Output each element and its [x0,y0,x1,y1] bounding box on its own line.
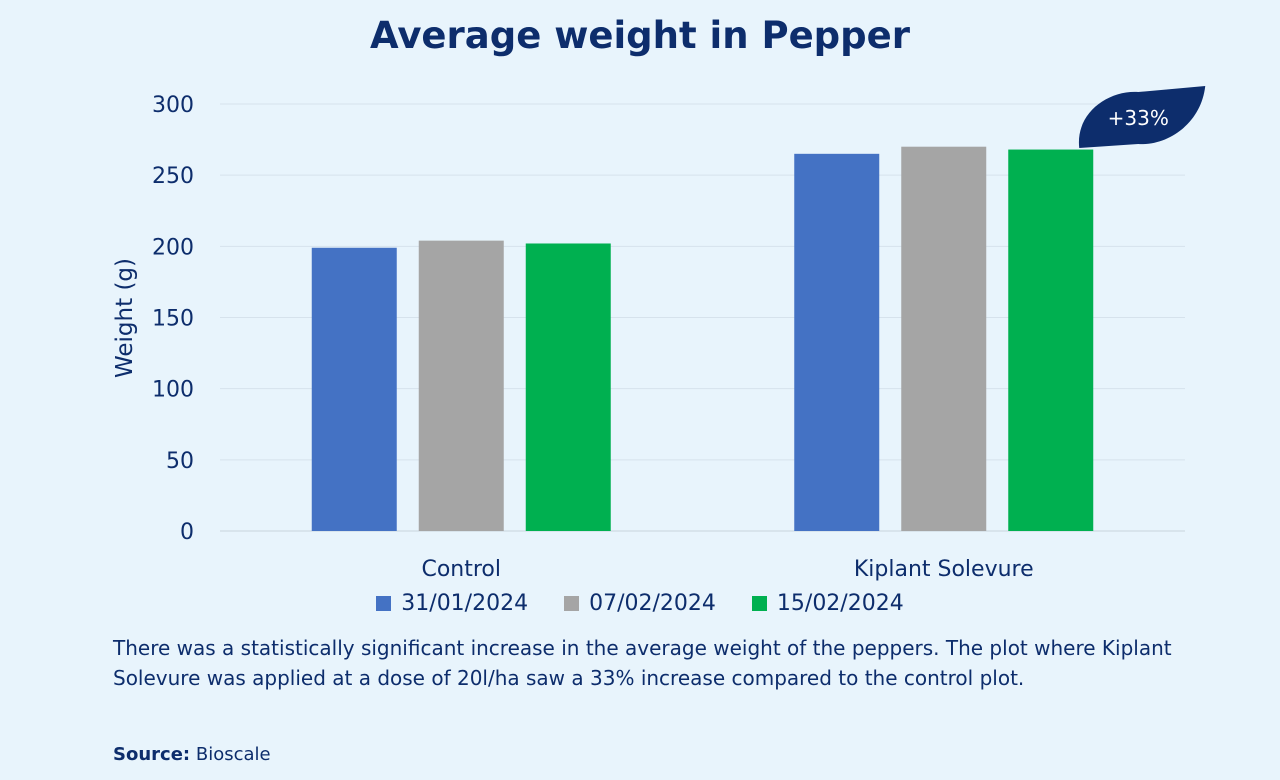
bar-1-0 [794,153,880,532]
legend-label: 15/02/2024 [776,591,904,616]
x-tick-label: Kiplant Solevure [854,557,1034,582]
legend-swatch [751,596,767,611]
annotation-badge [1078,86,1206,148]
x-axis-labels: Control Kiplant Solevure [421,557,1033,582]
bar-0-0 [311,247,397,532]
y-tick-label: 50 [166,449,194,474]
bar-1-1 [901,146,987,531]
legend-item: 15/02/2024 [751,591,904,616]
chart-title: Average weight in Pepper [370,14,910,57]
source-label: Source: [113,744,191,765]
y-axis-label: Weight (g) [112,258,138,378]
bar-0-2 [525,243,611,531]
annotation: +33% [1078,86,1206,148]
bar-0-1 [418,240,504,531]
x-tick-label: Control [421,557,501,582]
y-tick-label: 100 [152,378,194,403]
source-value: Bioscale [195,744,271,765]
chart-caption: There was a statistically significant in… [113,636,1172,690]
legend-swatch [376,596,392,611]
y-tick-label: 0 [180,520,194,545]
annotation-label: +33% [1108,106,1169,130]
legend-label: 31/01/2024 [401,591,529,616]
legend-item: 07/02/2024 [564,591,716,616]
bar-1-2 [1008,149,1094,531]
y-tick-label: 250 [152,164,194,189]
legend-item: 31/01/2024 [376,591,528,616]
y-axis-ticks: 0 50 100 150 200 250 300 [152,93,194,545]
bars [311,146,1094,532]
y-tick-label: 300 [152,93,194,118]
legend-label: 07/02/2024 [589,591,716,616]
chart-legend: 31/01/2024 07/02/2024 15/02/2024 [0,591,1280,616]
y-tick-label: 150 [152,307,194,332]
legend-swatch [564,596,580,611]
source-note: Source: Bioscale [113,744,271,765]
y-tick-label: 200 [152,235,194,260]
